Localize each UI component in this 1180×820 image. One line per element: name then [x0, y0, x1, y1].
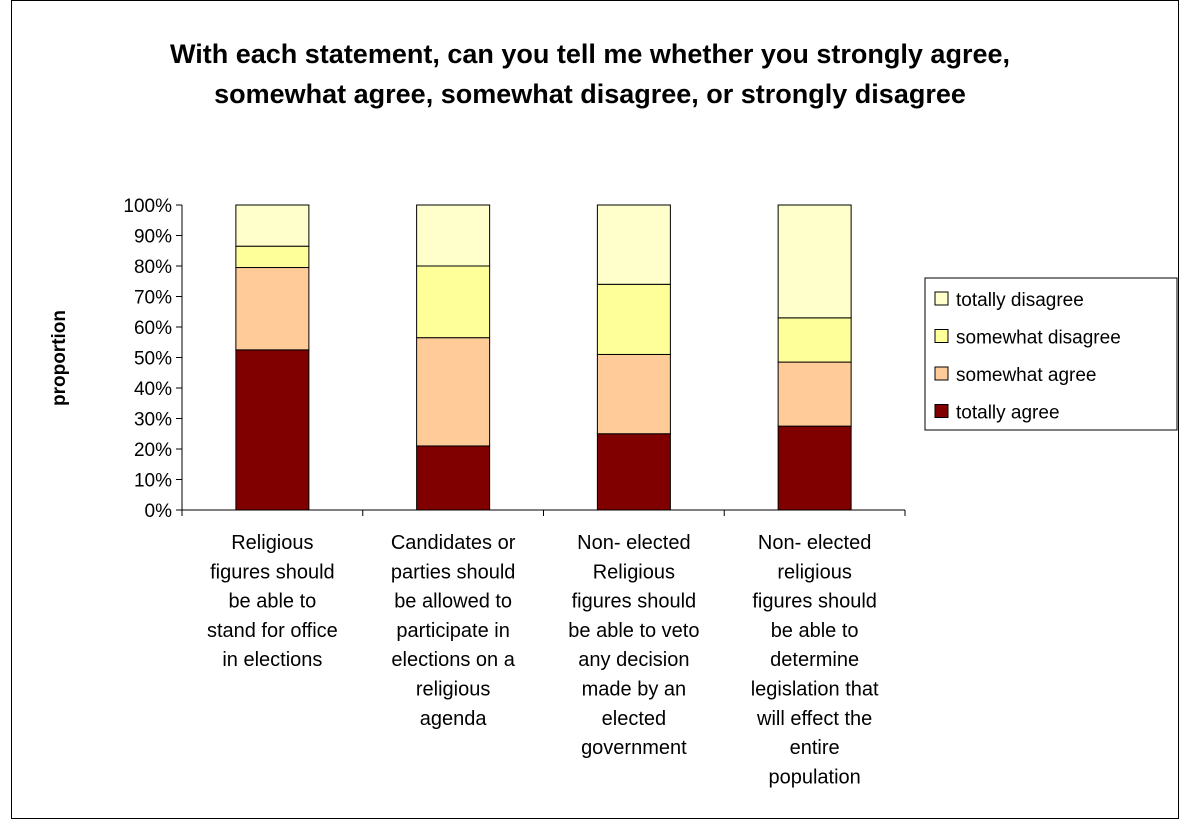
x-tick-label-1: Religious figures should be able to stand f… [207, 532, 338, 671]
y-tick-label: 20% [134, 440, 172, 461]
y-tick-label: 40% [134, 379, 172, 400]
bar-segment-somewhat-agree-2 [416, 337, 491, 447]
y-tick-label: 90% [134, 227, 172, 248]
bar-segment-somewhat-disagree-2 [416, 265, 491, 339]
y-tick-label: 10% [134, 471, 172, 492]
y-tick-label: 30% [134, 410, 172, 431]
chart-title: With each statement, can you tell me whe… [170, 39, 1010, 109]
y-tick-label: 0% [145, 501, 173, 522]
bar-segment-totally-agree-3 [596, 433, 671, 511]
x-tick-label-4: Non- elected religious figures should be ab… [751, 532, 879, 788]
legend-label-totally-agree: totally agree [956, 403, 1060, 424]
axes-layer [176, 204, 906, 516]
y-axis-title: proportion [49, 310, 70, 406]
bars-layer [235, 204, 852, 511]
bar-segment-somewhat-disagree-4 [777, 317, 852, 363]
bar-segment-somewhat-agree-3 [596, 353, 671, 435]
x-tick-label-2: Candidates or parties should be allowed to… [391, 532, 516, 730]
bar-segment-totally-agree-1 [235, 349, 310, 511]
bar-segment-totally-agree-2 [416, 445, 491, 511]
y-tick-label: 50% [134, 349, 172, 370]
y-tick-label: 100% [123, 196, 172, 217]
legend-swatch-totally-disagree [934, 291, 949, 306]
labels-layer: 0% 10% 20% 30% 40% 50% 60% 70% 80% 90% 100% Religio… [49, 196, 879, 788]
legend-swatch-totally-agree [934, 404, 949, 418]
y-tick-label: 80% [134, 257, 172, 278]
legend-swatch-somewhat-agree [934, 366, 949, 381]
y-tick-label: 60% [134, 318, 172, 339]
legend: totally disagree somewhat disagree somewha… [924, 277, 1178, 431]
bar-segment-somewhat-agree-1 [235, 267, 310, 351]
bar-segment-totally-disagree-3 [596, 204, 671, 285]
legend-swatch-somewhat-disagree [934, 329, 949, 343]
legend-label-somewhat-agree: somewhat agree [956, 365, 1096, 386]
bar-segment-totally-agree-4 [777, 425, 852, 511]
legend-label-totally-disagree: totally disagree [956, 290, 1084, 311]
legend-label-somewhat-disagree: somewhat disagree [956, 328, 1121, 349]
bar-segment-totally-disagree-1 [235, 204, 310, 247]
y-tick-label: 70% [134, 288, 172, 309]
legend-box [924, 277, 1178, 431]
bar-segment-totally-disagree-4 [777, 204, 852, 319]
bar-segment-somewhat-disagree-3 [596, 283, 671, 355]
x-tick-label-3: Non- elected Religious figures should be ab… [568, 532, 699, 759]
bar-segment-totally-disagree-2 [416, 204, 491, 267]
bar-segment-somewhat-agree-4 [777, 361, 852, 427]
bar-segment-somewhat-disagree-1 [235, 245, 310, 269]
